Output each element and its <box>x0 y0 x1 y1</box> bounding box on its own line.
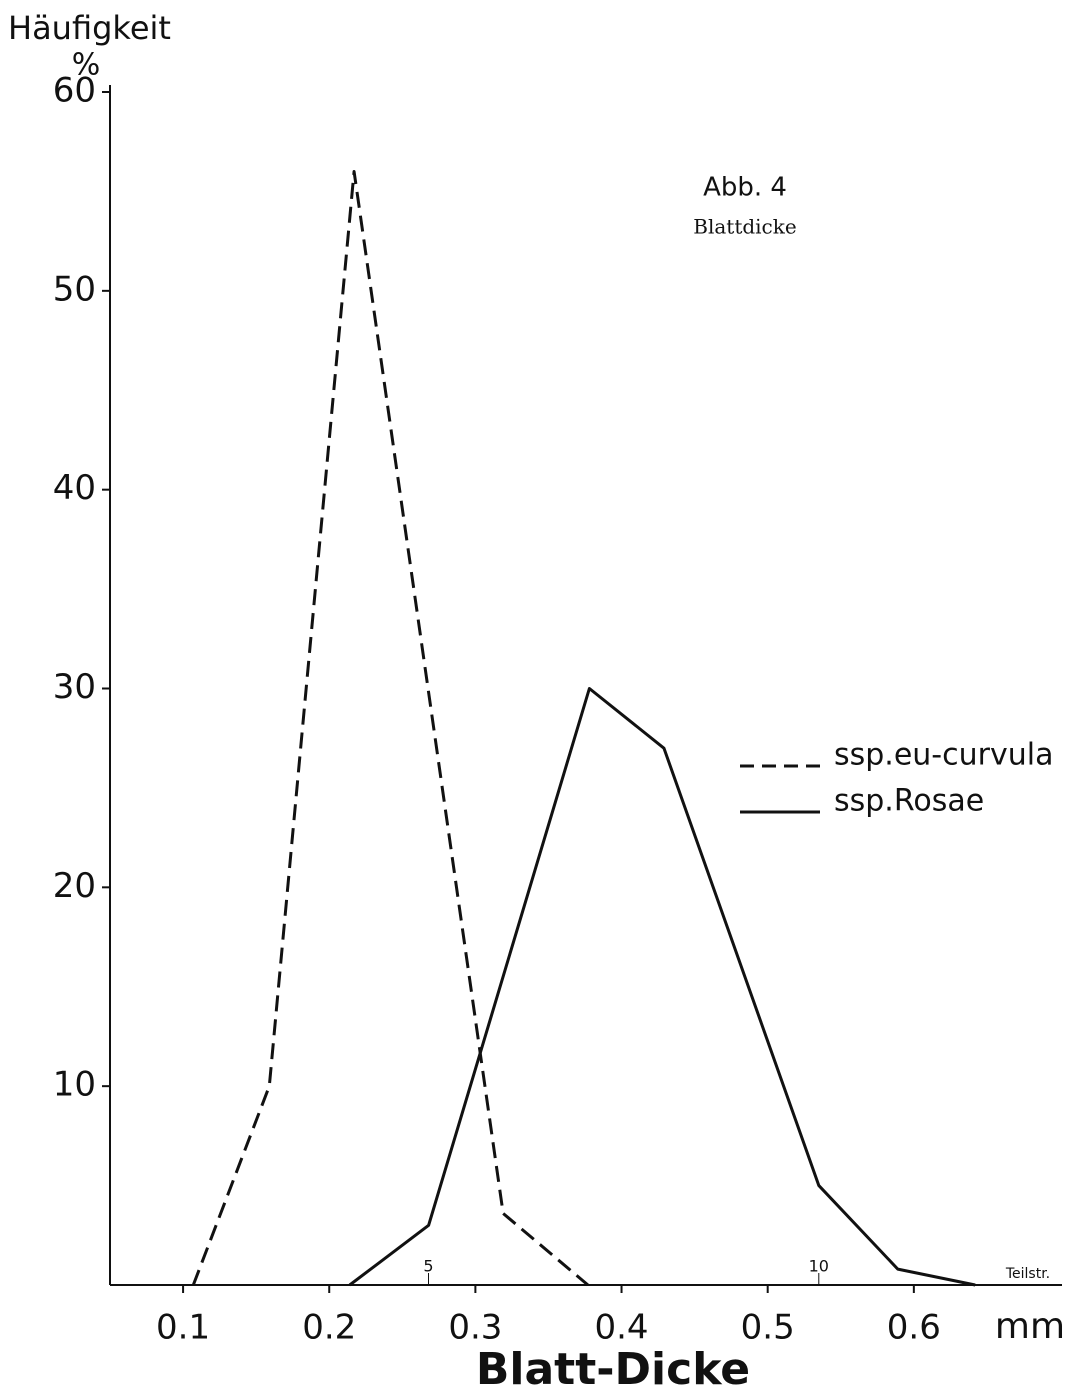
x-tick-label: 0.4 <box>594 1308 648 1348</box>
x-axis-unit: mm <box>995 1306 1065 1347</box>
y-axis-label: Häufigkeit <box>8 9 171 47</box>
y-tick-label: 40 <box>53 468 96 508</box>
x-tick-label: 0.5 <box>741 1308 795 1348</box>
x2-tick-label: 10 <box>809 1257 829 1276</box>
legend-label: ssp.eu-curvula <box>834 738 1053 773</box>
x2-axis-label: Teilstr. <box>1005 1266 1050 1282</box>
x-tick-label: 0.2 <box>302 1308 356 1348</box>
x2-tick-label: 5 <box>423 1257 433 1276</box>
y-tick-label: 30 <box>53 667 96 707</box>
chart-title: Abb. 4 <box>703 173 787 203</box>
chart-subtitle: Blattdicke <box>693 215 796 239</box>
y-axis-unit: % <box>72 48 101 83</box>
y-tick-label: 60 <box>53 71 96 111</box>
series-line <box>191 170 589 1287</box>
y-tick-label: 20 <box>53 866 96 906</box>
series-line <box>348 687 976 1287</box>
x-tick-label: 0.1 <box>156 1308 210 1348</box>
x-tick-label: 0.6 <box>887 1308 941 1348</box>
x-axis-label: Blatt-Dicke <box>476 1344 750 1395</box>
x-tick-label: 0.3 <box>448 1308 502 1348</box>
legend-label: ssp.Rosae <box>834 784 984 819</box>
y-tick-label: 10 <box>53 1065 96 1105</box>
y-tick-label: 50 <box>53 269 96 309</box>
